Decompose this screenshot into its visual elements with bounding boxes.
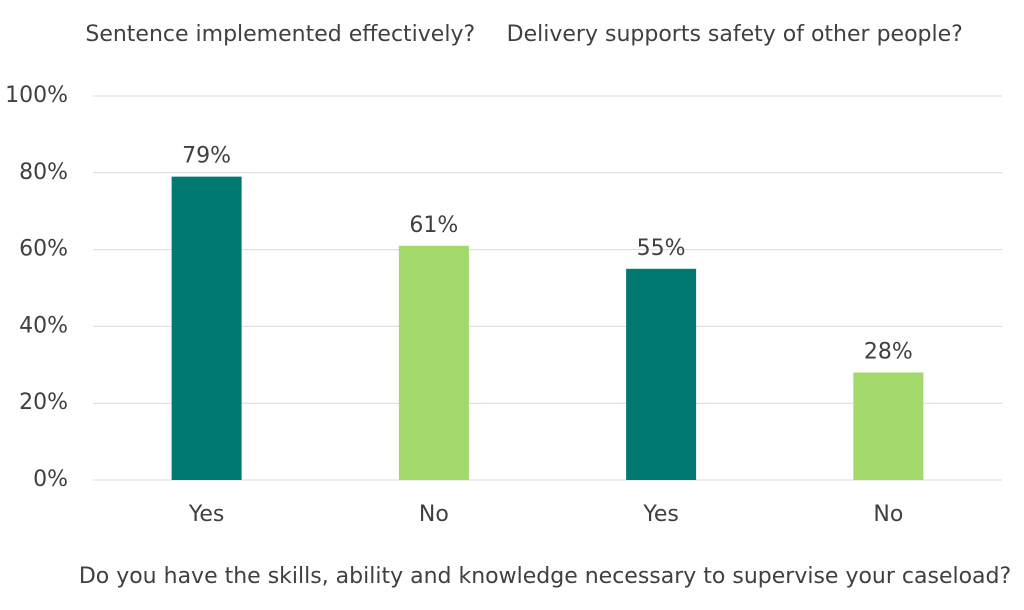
bar (398, 245, 469, 480)
x-tick-label: No (419, 502, 449, 527)
y-tick-label: 20% (19, 390, 68, 415)
x-axis-title: Do you have the skills, ability and know… (79, 564, 1011, 589)
x-tick-label: No (873, 502, 903, 527)
y-tick-label: 100% (5, 83, 68, 108)
bar (626, 268, 697, 480)
x-tick-label: Yes (188, 502, 225, 527)
bar (853, 372, 924, 480)
value-label: 61% (409, 213, 458, 238)
y-tick-label: 40% (19, 313, 68, 338)
value-label: 79% (182, 144, 231, 169)
value-label: 55% (637, 236, 686, 261)
x-tick-label: Yes (642, 502, 679, 527)
bar (171, 176, 242, 480)
y-tick-label: 80% (19, 160, 68, 185)
y-tick-label: 0% (33, 467, 68, 492)
value-label: 28% (864, 339, 913, 364)
y-tick-label: 60% (19, 237, 68, 262)
group-title: Delivery supports safety of other people… (507, 22, 963, 47)
group-title: Sentence implemented effectively? (85, 22, 475, 47)
